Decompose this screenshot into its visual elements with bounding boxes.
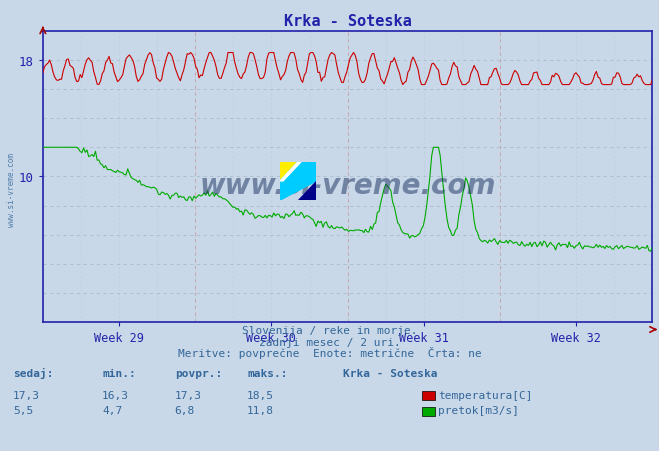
Text: 18,5: 18,5 [247, 390, 274, 400]
Text: Slovenija / reke in morje.: Slovenija / reke in morje. [242, 326, 417, 336]
Title: Krka - Soteska: Krka - Soteska [284, 14, 411, 29]
Text: min.:: min.: [102, 368, 136, 378]
Text: maks.:: maks.: [247, 368, 287, 378]
Text: www.si-vreme.com: www.si-vreme.com [7, 152, 16, 226]
Text: 5,5: 5,5 [13, 405, 34, 415]
Text: Krka - Soteska: Krka - Soteska [343, 368, 437, 378]
Text: zadnji mesec / 2 uri.: zadnji mesec / 2 uri. [258, 337, 401, 347]
Text: 6,8: 6,8 [175, 405, 195, 415]
Text: povpr.:: povpr.: [175, 368, 222, 378]
Polygon shape [280, 162, 298, 181]
Text: sedaj:: sedaj: [13, 368, 53, 378]
Text: www.si-vreme.com: www.si-vreme.com [200, 172, 496, 200]
Text: pretok[m3/s]: pretok[m3/s] [438, 405, 519, 415]
Polygon shape [298, 181, 316, 201]
Polygon shape [280, 162, 301, 181]
Text: temperatura[C]: temperatura[C] [438, 390, 532, 400]
Text: Meritve: povprečne  Enote: metrične  Črta: ne: Meritve: povprečne Enote: metrične Črta:… [178, 346, 481, 358]
Text: 17,3: 17,3 [175, 390, 202, 400]
Text: 11,8: 11,8 [247, 405, 274, 415]
Text: 17,3: 17,3 [13, 390, 40, 400]
Text: 16,3: 16,3 [102, 390, 129, 400]
Polygon shape [280, 162, 316, 201]
Text: 4,7: 4,7 [102, 405, 123, 415]
